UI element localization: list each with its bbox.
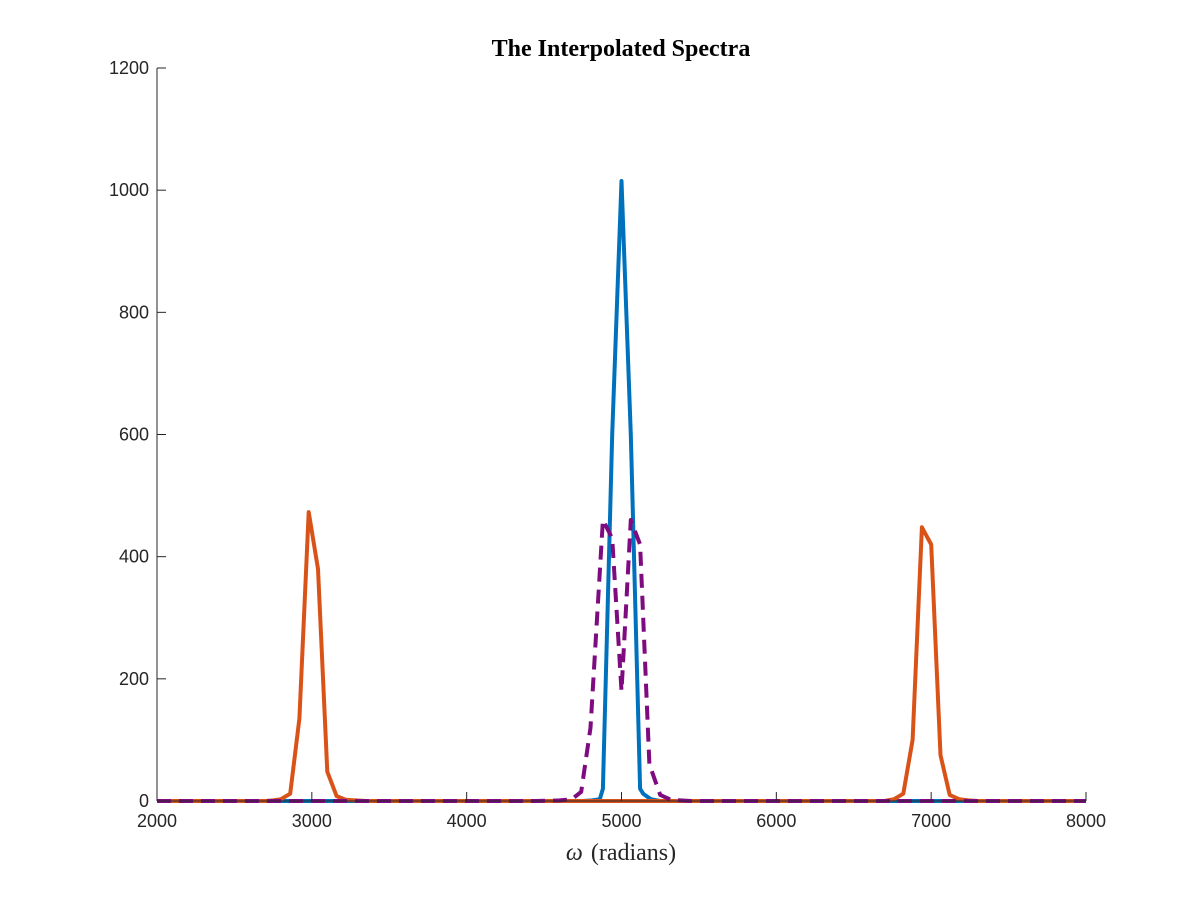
x-tick-label: 4000 [447, 811, 487, 831]
chart-title: The Interpolated Spectra [492, 36, 751, 62]
y-tick-label: 1200 [109, 58, 149, 78]
x-tick-label: 5000 [601, 811, 641, 831]
y-tick-label: 600 [119, 425, 149, 445]
x-tick-label: 7000 [911, 811, 951, 831]
x-axis-label: ω (radians) [566, 840, 676, 866]
y-tick-label: 400 [119, 547, 149, 567]
x-axis-label-symbol: ω [566, 840, 583, 866]
y-tick-label: 0 [139, 791, 149, 811]
series-line-purple [157, 518, 1086, 803]
x-ticks: 2000 3000 4000 5000 6000 7000 8000 [137, 792, 1106, 831]
x-axis-label-text: (radians) [591, 840, 676, 866]
y-tick-label: 200 [119, 669, 149, 689]
x-tick-label: 6000 [756, 811, 796, 831]
x-tick-label: 3000 [292, 811, 332, 831]
x-tick-label: 2000 [137, 811, 177, 831]
y-ticks: 0 200 400 600 800 1000 1200 [109, 58, 166, 811]
x-tick-label: 8000 [1066, 811, 1106, 831]
y-tick-label: 1000 [109, 180, 149, 200]
y-tick-label: 800 [119, 302, 149, 322]
